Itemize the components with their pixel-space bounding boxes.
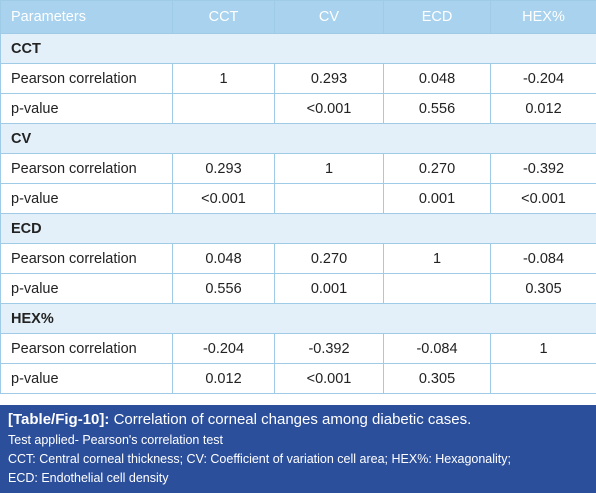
cell: <0.001 [274,363,384,394]
row-label: p-value [0,93,173,124]
caption-note: CCT: Central corneal thickness; CV: Coef… [8,452,512,466]
header-cell: CCT [172,0,275,34]
group-row: CCT [0,33,596,64]
data-row: Pearson correlation 1 0.293 0.048 -0.204 [0,63,596,94]
row-label: Pearson correlation [0,63,173,94]
data-row: p-value <0.001 0.556 0.012 [0,93,596,124]
cell: 0.001 [274,273,384,304]
caption-label: [Table/Fig-10]: [8,411,110,428]
cell: -0.392 [274,333,384,364]
header-row: Parameters CCT CV ECD HEX% [0,0,596,34]
cell: 0.012 [490,93,596,124]
cell: 0.270 [274,243,384,274]
data-row: p-value 0.556 0.001 0.305 [0,273,596,304]
row-label: Pearson correlation [0,243,173,274]
group-row: HEX% [0,303,596,334]
group-name: ECD [0,213,596,244]
correlation-table: Parameters CCT CV ECD HEX% CCT Pearson correl… [0,0,596,394]
group-name: CV [0,123,596,154]
header-cell: HEX% [490,0,596,34]
caption-title-line: [Table/Fig-10]: Correlation of corneal c… [8,409,588,431]
row-label: Pearson correlation [0,153,173,184]
header-cell: Parameters [0,0,173,34]
cell [172,93,275,124]
data-row: Pearson correlation -0.204 -0.392 -0.084 1 [0,333,596,364]
cell: <0.001 [172,183,275,214]
cell: 0.001 [383,183,491,214]
cell: 1 [172,63,275,94]
cell: <0.001 [490,183,596,214]
caption-title: Correlation of corneal changes among dia… [113,411,472,428]
cell: 0.293 [274,63,384,94]
caption-note: Test applied- Pearson's correlation test [8,433,223,447]
cell: 0.293 [172,153,275,184]
cell [490,363,596,394]
cell: -0.204 [172,333,275,364]
cell: 0.556 [172,273,275,304]
row-label: p-value [0,183,173,214]
cell: 0.048 [172,243,275,274]
cell: 0.305 [490,273,596,304]
cell: -0.084 [383,333,491,364]
cell: 0.048 [383,63,491,94]
cell: 0.556 [383,93,491,124]
cell [383,273,491,304]
data-row: Pearson correlation 0.293 1 0.270 -0.392 [0,153,596,184]
row-label: p-value [0,363,173,394]
data-row: Pearson correlation 0.048 0.270 1 -0.084 [0,243,596,274]
header-cell: CV [274,0,384,34]
cell: 1 [274,153,384,184]
group-row: CV [0,123,596,154]
row-label: p-value [0,273,173,304]
cell: 0.012 [172,363,275,394]
cell: <0.001 [274,93,384,124]
cell: -0.392 [490,153,596,184]
cell: 1 [490,333,596,364]
data-row: p-value <0.001 0.001 <0.001 [0,183,596,214]
cell: -0.084 [490,243,596,274]
caption-note: ECD: Endothelial cell density [8,471,169,485]
group-row: ECD [0,213,596,244]
cell: -0.204 [490,63,596,94]
group-name: CCT [0,33,596,64]
header-cell: ECD [383,0,491,34]
cell: 1 [383,243,491,274]
cell: 0.305 [383,363,491,394]
row-label: Pearson correlation [0,333,173,364]
cell: 0.270 [383,153,491,184]
caption: [Table/Fig-10]: Correlation of corneal c… [0,405,596,493]
group-name: HEX% [0,303,596,334]
cell [274,183,384,214]
data-row: p-value 0.012 <0.001 0.305 [0,363,596,394]
